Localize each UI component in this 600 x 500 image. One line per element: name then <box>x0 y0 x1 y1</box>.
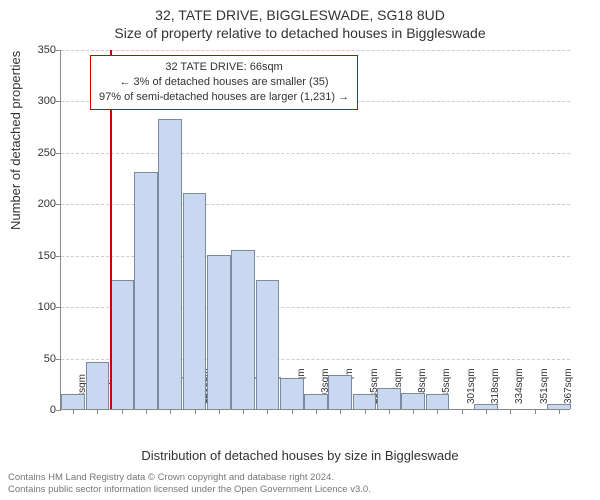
ytick-mark <box>56 153 61 154</box>
title-address: 32, TATE DRIVE, BIGGLESWADE, SG18 8UD <box>0 6 600 24</box>
gridline <box>61 50 570 51</box>
title-block: 32, TATE DRIVE, BIGGLESWADE, SG18 8UD Si… <box>0 0 600 42</box>
legend-box: 32 TATE DRIVE: 66sqm← 3% of detached hou… <box>90 55 358 110</box>
xtick-mark <box>437 409 438 414</box>
legend-line: 97% of semi-detached houses are larger (… <box>99 90 349 105</box>
xtick-mark <box>316 409 317 414</box>
ytick-mark <box>56 307 61 308</box>
histogram-bar <box>547 404 571 409</box>
xtick-mark <box>122 409 123 414</box>
legend-line: 32 TATE DRIVE: 66sqm <box>99 60 349 75</box>
ytick-mark <box>56 256 61 257</box>
histogram-bar <box>86 362 110 409</box>
xtick-mark <box>389 409 390 414</box>
ytick-mark <box>56 101 61 102</box>
xtick-mark <box>146 409 147 414</box>
xtick-mark <box>559 409 560 414</box>
xtick-label: 367sqm <box>563 368 574 404</box>
ytick-mark <box>56 204 61 205</box>
x-axis-label: Distribution of detached houses by size … <box>0 448 600 463</box>
xtick-mark <box>535 409 536 414</box>
ytick-mark <box>56 50 61 51</box>
footer-line2: Contains public sector information licen… <box>8 484 371 496</box>
ytick-label: 350 <box>16 44 56 56</box>
xtick-label: 318sqm <box>490 368 501 404</box>
histogram-bar <box>353 394 377 409</box>
footer-attribution: Contains HM Land Registry data © Crown c… <box>8 472 371 496</box>
xtick-mark <box>340 409 341 414</box>
histogram-bar <box>280 378 304 409</box>
ytick-mark <box>56 359 61 360</box>
xtick-mark <box>97 409 98 414</box>
xtick-mark <box>462 409 463 414</box>
xtick-mark <box>486 409 487 414</box>
histogram-bar <box>401 393 425 409</box>
histogram-bar <box>134 172 158 409</box>
xtick-mark <box>170 409 171 414</box>
xtick-label: 351sqm <box>539 368 550 404</box>
ytick-label: 100 <box>16 301 56 313</box>
legend-line: ← 3% of detached houses are smaller (35) <box>99 75 349 90</box>
xtick-label: 334sqm <box>514 368 525 404</box>
histogram-bar <box>474 404 498 409</box>
histogram-bar <box>231 250 255 409</box>
ytick-label: 200 <box>16 198 56 210</box>
histogram-bar <box>61 394 85 409</box>
xtick-mark <box>292 409 293 414</box>
ytick-label: 250 <box>16 147 56 159</box>
title-subtitle: Size of property relative to detached ho… <box>0 24 600 42</box>
xtick-mark <box>413 409 414 414</box>
ytick-mark <box>56 410 61 411</box>
xtick-mark <box>73 409 74 414</box>
ytick-label: 0 <box>16 404 56 416</box>
ytick-label: 300 <box>16 95 56 107</box>
histogram-bar <box>207 255 231 409</box>
xtick-mark <box>267 409 268 414</box>
ytick-label: 50 <box>16 353 56 365</box>
xtick-mark <box>243 409 244 414</box>
ytick-label: 150 <box>16 250 56 262</box>
histogram-bar <box>426 394 450 409</box>
histogram-bar <box>256 280 280 409</box>
histogram-bar <box>183 193 207 409</box>
xtick-mark <box>219 409 220 414</box>
xtick-mark <box>365 409 366 414</box>
histogram-bar <box>377 388 401 409</box>
histogram-bar <box>110 280 134 409</box>
gridline <box>61 153 570 154</box>
xtick-mark <box>510 409 511 414</box>
footer-line1: Contains HM Land Registry data © Crown c… <box>8 472 371 484</box>
histogram-bar <box>304 394 328 409</box>
chart-container: 32, TATE DRIVE, BIGGLESWADE, SG18 8UD Si… <box>0 0 600 500</box>
histogram-bar <box>328 375 352 409</box>
xtick-label: 301sqm <box>466 368 477 404</box>
xtick-mark <box>195 409 196 414</box>
histogram-bar <box>158 119 182 409</box>
